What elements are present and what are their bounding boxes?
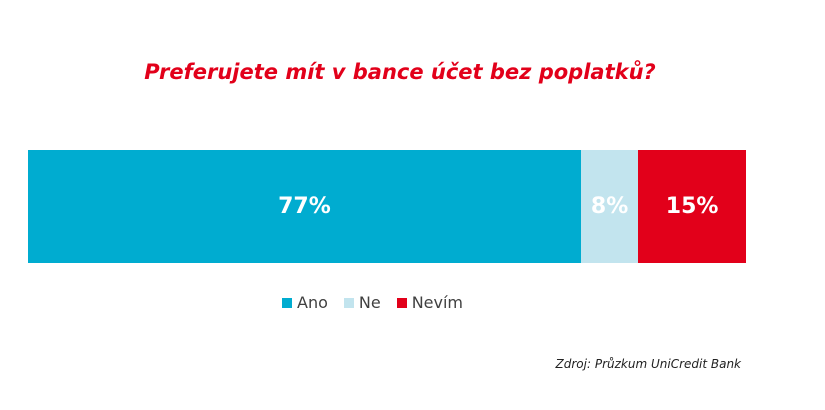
legend-label: Nevím <box>411 293 463 312</box>
chart-title: Preferujete mít v bance účet bez poplatk… <box>144 60 656 84</box>
bar-segment-ano: 77% <box>28 150 581 263</box>
legend-item-ne: Ne <box>343 293 381 312</box>
data-label-ne: 8% <box>590 194 629 219</box>
legend-swatch <box>396 297 407 308</box>
legend-label: Ne <box>358 293 381 312</box>
bar-segment-ne: 8% <box>580 150 639 263</box>
source-note: Zdroj: Průzkum UniCredit Bank <box>555 357 741 371</box>
legend-swatch <box>343 297 354 308</box>
legend: Ano Ne Nevím <box>0 293 745 312</box>
legend-swatch <box>282 297 292 308</box>
legend-item-nevím: Nevím <box>396 293 463 312</box>
bar-segment-nevím: 15% <box>638 150 746 263</box>
legend-label: Ano <box>297 293 328 312</box>
stacked-bar: 77% 8% 15% <box>28 150 746 263</box>
data-label-nevím: 15% <box>665 194 719 219</box>
data-label-ano: 77% <box>278 194 331 219</box>
legend-item-ano: Ano <box>282 293 328 312</box>
